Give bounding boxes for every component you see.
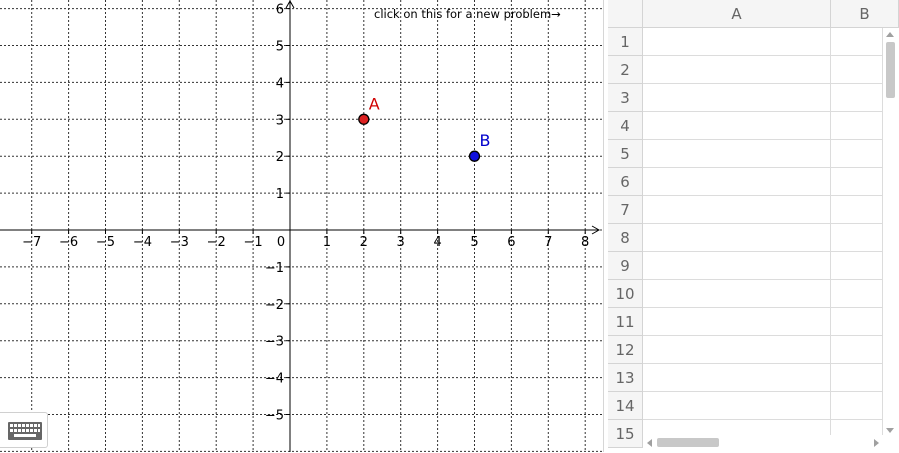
- cell-a5[interactable]: [643, 140, 831, 168]
- cell-a12[interactable]: [643, 336, 831, 364]
- graphics-view[interactable]: −7 −6 −5 −4 −3 −2 −1 0 1 2 3 4 5 6 7 8 6 5 4 3 2 1 −1 −2 −3 −4 −5 A…: [0, 0, 603, 452]
- y-tick-label: −4: [265, 372, 284, 387]
- x-tick-label: −7: [22, 235, 41, 250]
- x-tick-label: 4: [433, 235, 441, 250]
- cell-b13[interactable]: [831, 364, 883, 392]
- keyboard-button[interactable]: [0, 412, 48, 448]
- horizontal-scrollbar[interactable]: [643, 435, 883, 452]
- cell-b7[interactable]: [831, 196, 883, 224]
- x-tick-label: −1: [244, 235, 263, 250]
- cell-b12[interactable]: [831, 336, 883, 364]
- x-tick-label: 5: [470, 235, 478, 250]
- row-header[interactable]: 14: [608, 392, 643, 420]
- horizontal-scroll-thumb[interactable]: [657, 438, 719, 447]
- row-header[interactable]: 6: [608, 168, 643, 196]
- cell-b5[interactable]: [831, 140, 883, 168]
- cell-a1[interactable]: [643, 28, 831, 56]
- spreadsheet-view[interactable]: A B 1 2 3 4 5 6 7 8 9 10 11 12 13 14 15: [608, 0, 899, 452]
- scroll-down-icon[interactable]: [886, 428, 894, 433]
- row-header[interactable]: 4: [608, 112, 643, 140]
- row-header[interactable]: 11: [608, 308, 643, 336]
- scroll-up-icon[interactable]: [886, 32, 894, 37]
- coordinate-plane[interactable]: −7 −6 −5 −4 −3 −2 −1 0 1 2 3 4 5 6 7 8 6 5 4 3 2 1 −1 −2 −3 −4 −5 A…: [0, 0, 603, 452]
- cell-a9[interactable]: [643, 252, 831, 280]
- row-header[interactable]: 8: [608, 224, 643, 252]
- cell-a10[interactable]: [643, 280, 831, 308]
- row-header[interactable]: 3: [608, 84, 643, 112]
- cell-b1[interactable]: [831, 28, 883, 56]
- cell-b6[interactable]: [831, 168, 883, 196]
- cell-b9[interactable]: [831, 252, 883, 280]
- spreadsheet-corner[interactable]: [608, 0, 643, 28]
- y-tick-label: −1: [265, 261, 284, 276]
- cell-b14[interactable]: [831, 392, 883, 420]
- scroll-right-icon[interactable]: [874, 439, 879, 447]
- y-axis-arrow-icon: [285, 0, 295, 9]
- column-header-b[interactable]: B: [831, 0, 899, 28]
- row-header[interactable]: 1: [608, 28, 643, 56]
- point-a[interactable]: [358, 113, 370, 125]
- cell-b8[interactable]: [831, 224, 883, 252]
- vertical-scrollbar[interactable]: [883, 28, 899, 435]
- y-tick-label: 5: [276, 40, 284, 55]
- x-tick-label: 0: [277, 235, 285, 250]
- row-header[interactable]: 13: [608, 364, 643, 392]
- x-tick-label: 7: [544, 235, 552, 250]
- cell-a4[interactable]: [643, 112, 831, 140]
- y-tick-label: 3: [276, 113, 284, 128]
- row-header[interactable]: 15: [608, 420, 643, 448]
- cell-a13[interactable]: [643, 364, 831, 392]
- point-b[interactable]: [468, 150, 481, 162]
- x-tick-label: 3: [397, 235, 405, 250]
- x-tick-label: 8: [581, 235, 589, 250]
- x-axis-arrow-icon: [591, 225, 601, 235]
- cell-a2[interactable]: [643, 56, 831, 84]
- y-tick-label: 2: [276, 150, 284, 165]
- y-tick-label: −2: [265, 298, 284, 313]
- y-tick-label: 6: [276, 3, 284, 18]
- y-tick-label: 1: [276, 187, 284, 202]
- y-tick-label: 4: [276, 76, 284, 91]
- new-problem-button[interactable]: click on this for a new problem→: [374, 7, 561, 21]
- cell-a11[interactable]: [643, 308, 831, 336]
- cell-b3[interactable]: [831, 84, 883, 112]
- y-tick-label: −5: [265, 409, 284, 424]
- x-tick-label: 1: [323, 235, 331, 250]
- cell-a8[interactable]: [643, 224, 831, 252]
- row-header[interactable]: 2: [608, 56, 643, 84]
- x-tick-label: −6: [59, 235, 78, 250]
- cell-b2[interactable]: [831, 56, 883, 84]
- row-header[interactable]: 10: [608, 280, 643, 308]
- scroll-left-icon[interactable]: [647, 439, 652, 447]
- view-divider[interactable]: [603, 0, 608, 452]
- cell-a6[interactable]: [643, 168, 831, 196]
- cell-b4[interactable]: [831, 112, 883, 140]
- row-header[interactable]: 9: [608, 252, 643, 280]
- x-tick-label: 2: [360, 235, 368, 250]
- y-tick-label: −3: [265, 335, 284, 350]
- row-header[interactable]: 12: [608, 336, 643, 364]
- keyboard-icon: [8, 422, 42, 440]
- x-tick-label: −5: [96, 235, 115, 250]
- row-header[interactable]: 7: [608, 196, 643, 224]
- point-label-a: A: [369, 94, 380, 113]
- cell-b10[interactable]: [831, 280, 883, 308]
- cell-a3[interactable]: [643, 84, 831, 112]
- cell-a14[interactable]: [643, 392, 831, 420]
- x-tick-label: −3: [170, 235, 189, 250]
- row-header[interactable]: 5: [608, 140, 643, 168]
- x-tick-label: −4: [133, 235, 152, 250]
- cell-b11[interactable]: [831, 308, 883, 336]
- cell-a7[interactable]: [643, 196, 831, 224]
- x-tick-label: −2: [207, 235, 226, 250]
- column-header-a[interactable]: A: [643, 0, 831, 28]
- vertical-scroll-thumb[interactable]: [886, 42, 895, 98]
- point-label-b: B: [480, 131, 491, 150]
- x-tick-label: 6: [507, 235, 515, 250]
